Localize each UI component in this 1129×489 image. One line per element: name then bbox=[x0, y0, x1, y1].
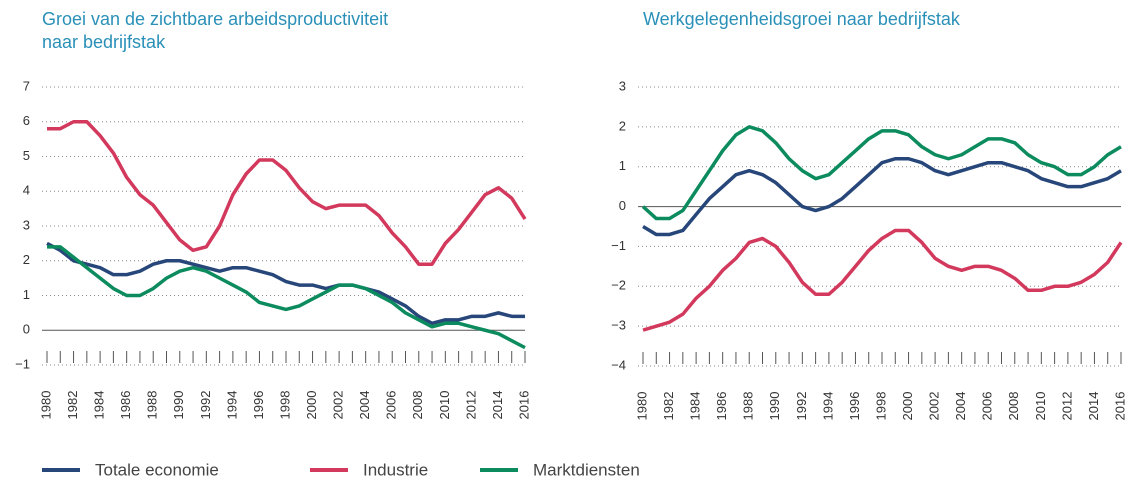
x-tick-label: 1984 bbox=[688, 392, 703, 421]
x-tick-label: 2008 bbox=[410, 391, 425, 420]
x-tick-label: 1990 bbox=[171, 391, 186, 420]
series-line bbox=[642, 228, 1123, 332]
x-tick-label: 2014 bbox=[490, 391, 505, 420]
y-tick-label: 4 bbox=[23, 183, 30, 198]
y-tick-label: 0 bbox=[619, 198, 626, 213]
x-tick-label: 2016 bbox=[516, 391, 531, 420]
x-tick-label: 1986 bbox=[714, 392, 729, 421]
legend-label: Marktdiensten bbox=[533, 460, 640, 479]
x-tick-label: 2000 bbox=[900, 392, 915, 421]
x-tick-label: 1984 bbox=[92, 391, 107, 420]
x-tick-label: 1998 bbox=[277, 391, 292, 420]
x-tick-label: 2004 bbox=[357, 391, 372, 420]
x-tick-label: 2016 bbox=[1112, 392, 1127, 421]
series-line bbox=[642, 156, 1122, 237]
x-tick-label: 2008 bbox=[1006, 392, 1021, 421]
x-tick-label: 2010 bbox=[1033, 392, 1048, 421]
chart-title: Werkgelegenheidsgroei naar bedrijfstak bbox=[643, 9, 961, 29]
x-tick-label: 1982 bbox=[65, 391, 80, 420]
legend-label: Industrie bbox=[363, 460, 428, 479]
x-tick-label: 1992 bbox=[794, 392, 809, 421]
x-tick-label: 1982 bbox=[661, 392, 676, 421]
y-tick-label: −4 bbox=[611, 357, 626, 372]
x-tick-label: 2010 bbox=[437, 391, 452, 420]
y-tick-label: −1 bbox=[611, 238, 626, 253]
y-tick-label: 5 bbox=[23, 148, 30, 163]
x-tick-label: 1994 bbox=[820, 392, 835, 421]
y-tick-label: 0 bbox=[23, 322, 30, 337]
x-tick-label: 1986 bbox=[118, 391, 133, 420]
x-tick-label: 2004 bbox=[953, 392, 968, 421]
y-tick-label: 2 bbox=[23, 252, 30, 267]
y-tick-label: 7 bbox=[23, 78, 30, 93]
y-tick-label: −3 bbox=[611, 318, 626, 333]
x-tick-label: 1996 bbox=[251, 391, 266, 420]
x-tick-label: 2012 bbox=[1059, 392, 1074, 421]
series-line bbox=[47, 245, 526, 350]
chart-title: Groei van de zichtbare arbeidsproductivi… bbox=[42, 9, 388, 29]
x-tick-label: 2014 bbox=[1086, 392, 1101, 421]
y-tick-label: −2 bbox=[611, 278, 626, 293]
x-tick-label: 2012 bbox=[463, 391, 478, 420]
x-tick-label: 1990 bbox=[767, 392, 782, 421]
x-tick-label: 2006 bbox=[384, 391, 399, 420]
x-tick-label: 1988 bbox=[145, 391, 160, 420]
x-tick-label: 2000 bbox=[304, 391, 319, 420]
x-tick-label: 2002 bbox=[927, 392, 942, 421]
y-tick-label: 6 bbox=[23, 113, 30, 128]
y-tick-label: 2 bbox=[619, 118, 626, 133]
series-line bbox=[46, 241, 525, 326]
x-tick-label: 2002 bbox=[331, 391, 346, 420]
y-tick-label: 3 bbox=[619, 78, 626, 93]
legend-label: Totale economie bbox=[95, 460, 219, 479]
x-tick-label: 1980 bbox=[634, 392, 649, 421]
y-tick-label: −1 bbox=[15, 356, 30, 371]
y-tick-label: 1 bbox=[619, 158, 626, 173]
x-tick-label: 1980 bbox=[38, 391, 53, 420]
x-tick-label: 1988 bbox=[741, 392, 756, 421]
y-tick-label: 3 bbox=[23, 217, 30, 232]
y-tick-label: 1 bbox=[23, 287, 30, 302]
x-tick-label: 2006 bbox=[980, 392, 995, 421]
series-line bbox=[641, 125, 1122, 221]
x-tick-label: 1998 bbox=[873, 392, 888, 421]
x-tick-label: 1994 bbox=[224, 391, 239, 420]
series-line bbox=[47, 120, 527, 266]
chart-title: naar bedrijfstak bbox=[42, 32, 166, 52]
x-tick-label: 1992 bbox=[198, 391, 213, 420]
x-tick-label: 1996 bbox=[847, 392, 862, 421]
